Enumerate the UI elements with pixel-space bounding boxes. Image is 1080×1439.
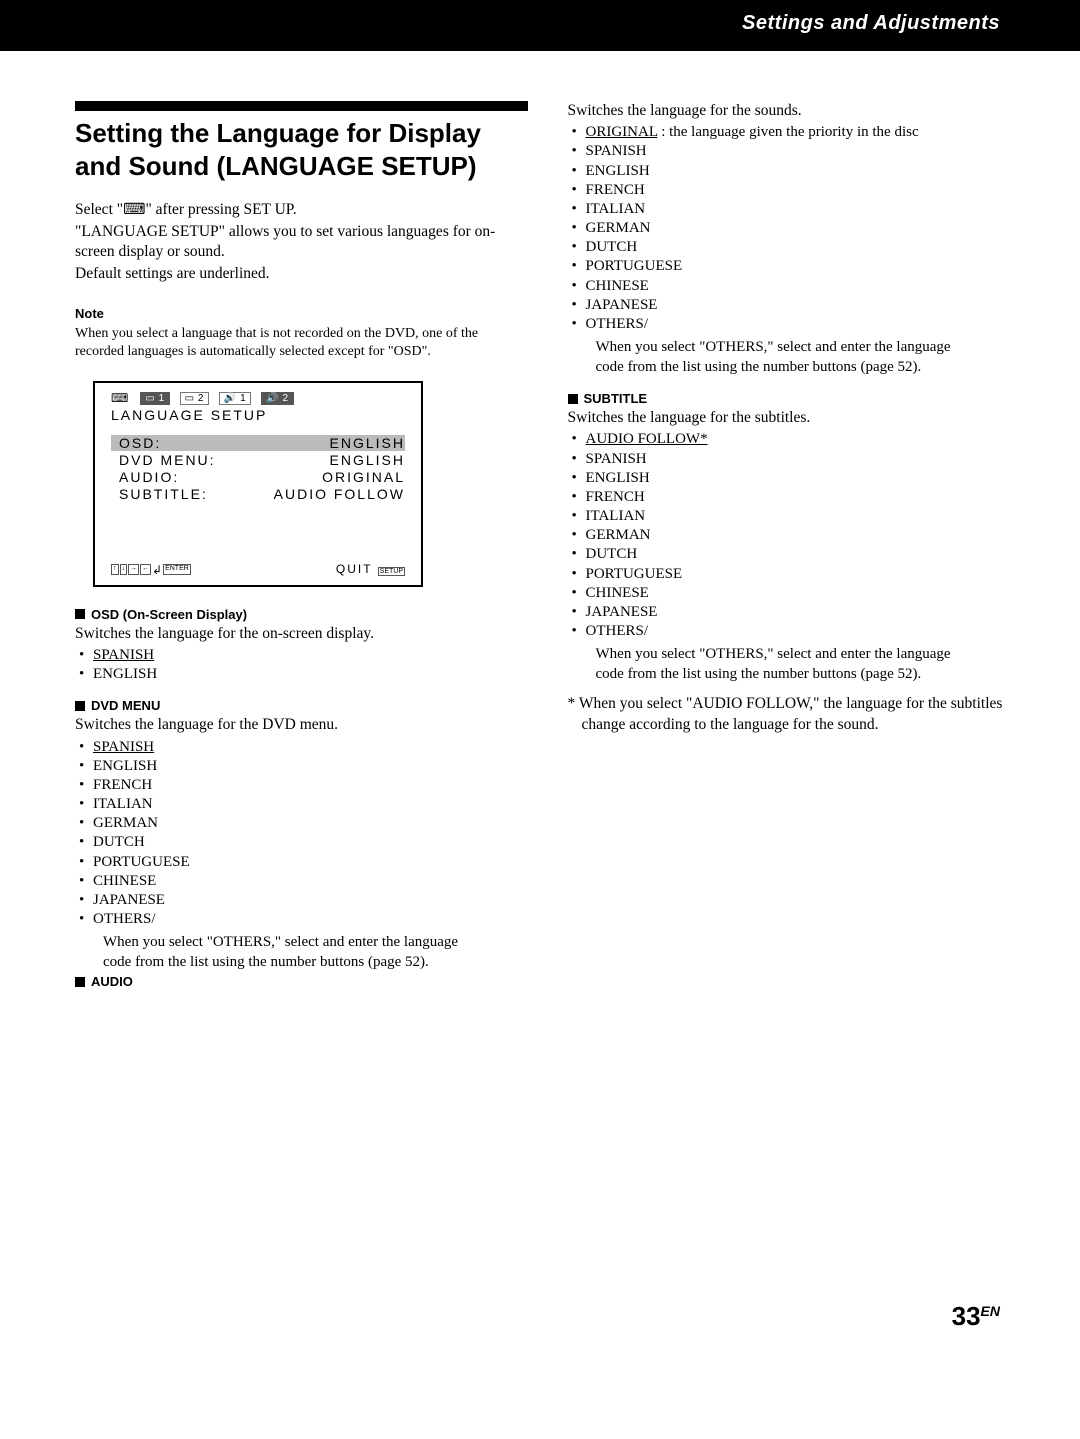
- dvd-lang-list: SPANISH ENGLISH FRENCH ITALIAN GERMAN DU…: [75, 738, 528, 930]
- list-item: SPANISH: [93, 738, 528, 757]
- others-note: When you select "OTHERS," select and ent…: [596, 645, 976, 684]
- list-item: FRENCH: [93, 776, 528, 795]
- list-item: SPANISH: [586, 450, 1021, 469]
- list-item: ENGLISH: [586, 162, 1021, 181]
- osd-row: DVD MENU:ENGLISH: [111, 452, 405, 468]
- setup-key-icon: SETUP: [378, 567, 405, 576]
- list-item: GERMAN: [93, 814, 528, 833]
- list-item: JAPANESE: [586, 296, 1021, 315]
- intro-line: Select "⌨" after pressing SET UP.: [75, 200, 528, 220]
- square-bullet-icon: [75, 977, 85, 987]
- breadcrumb: Settings and Adjustments: [742, 12, 1000, 34]
- footnote: * When you select "AUDIO FOLLOW," the la…: [568, 694, 1021, 734]
- osd-row: OSD:ENGLISH: [111, 435, 405, 451]
- others-note: When you select "OTHERS," select and ent…: [103, 933, 483, 972]
- section-desc: Switches the language for the sounds.: [568, 101, 1021, 121]
- enter-key-icon: ENTER: [163, 564, 191, 574]
- list-item: PORTUGUESE: [586, 565, 1021, 584]
- list-item: JAPANESE: [586, 603, 1021, 622]
- list-item: OTHERS/: [586, 315, 1021, 334]
- arrow-key-icon: →: [128, 564, 139, 574]
- list-item: ITALIAN: [586, 507, 1021, 526]
- list-item: CHINESE: [586, 584, 1021, 603]
- osd-tab: 🔊 2: [261, 392, 293, 405]
- intro-block: Select "⌨" after pressing SET UP. "LANGU…: [75, 200, 528, 285]
- list-item: DUTCH: [586, 238, 1021, 257]
- osd-row: SUBTITLE:AUDIO FOLLOW: [111, 486, 405, 502]
- list-item: GERMAN: [586, 219, 1021, 238]
- list-item: CHINESE: [586, 277, 1021, 296]
- section-head-dvd: DVD MENU: [75, 698, 528, 713]
- section-head-audio: AUDIO: [75, 974, 528, 989]
- section-head-osd: OSD (On-Screen Display): [75, 607, 528, 622]
- osd-tabs: ⌨ ▭ 1 ▭ 2 🔊 1 🔊 2: [111, 391, 405, 405]
- section-desc: Switches the language for the DVD menu.: [75, 715, 528, 735]
- others-note: When you select "OTHERS," select and ent…: [596, 338, 976, 377]
- subtitle-lang-list: AUDIO FOLLOW* SPANISH ENGLISH FRENCH ITA…: [568, 430, 1021, 641]
- list-item: SPANISH: [586, 142, 1021, 161]
- intro-line: "LANGUAGE SETUP" allows you to set vario…: [75, 222, 528, 262]
- list-item: FRENCH: [586, 181, 1021, 200]
- list-item: SPANISH: [93, 646, 528, 665]
- section-desc: Switches the language for the on-screen …: [75, 624, 528, 644]
- square-bullet-icon: [568, 394, 578, 404]
- intro-line: Default settings are underlined.: [75, 264, 528, 284]
- list-item: ENGLISH: [586, 469, 1021, 488]
- page-content: Setting the Language for Display and Sou…: [0, 51, 1080, 1031]
- section-desc: Switches the language for the subtitles.: [568, 408, 1021, 428]
- list-item: ITALIAN: [93, 795, 528, 814]
- list-item: FRENCH: [586, 488, 1021, 507]
- list-item: JAPANESE: [93, 891, 528, 910]
- list-item: CHINESE: [93, 872, 528, 891]
- osd-tab: 🔊 1: [219, 392, 251, 405]
- square-bullet-icon: [75, 609, 85, 619]
- list-item: OTHERS/: [586, 622, 1021, 641]
- list-item: ORIGINAL : the language given the priori…: [586, 123, 1021, 142]
- arrow-key-icon: ←: [140, 564, 151, 574]
- list-item: PORTUGUESE: [93, 853, 528, 872]
- list-item: DUTCH: [586, 545, 1021, 564]
- osd-tab: ▭ 1: [140, 392, 169, 405]
- list-item: ENGLISH: [93, 757, 528, 776]
- header-bar: Settings and Adjustments: [0, 0, 1080, 51]
- osd-panel-title: LANGUAGE SETUP: [111, 407, 405, 423]
- arrow-key-icon: ↓: [120, 564, 128, 574]
- list-item: DUTCH: [93, 833, 528, 852]
- osd-lang-list: SPANISH ENGLISH: [75, 646, 528, 684]
- title-rule: [75, 101, 528, 111]
- list-item: ITALIAN: [586, 200, 1021, 219]
- section-head-subtitle: SUBTITLE: [568, 391, 1021, 406]
- square-bullet-icon: [75, 701, 85, 711]
- keyboard-icon: ⌨: [111, 391, 130, 405]
- osd-tab: ▭ 2: [180, 392, 209, 405]
- list-item: AUDIO FOLLOW*: [586, 430, 1021, 449]
- list-item: OTHERS/: [93, 910, 528, 929]
- osd-panel: ⌨ ▭ 1 ▭ 2 🔊 1 🔊 2 LANGUAGE SETUP OSD:ENG…: [93, 381, 423, 586]
- page-title: Setting the Language for Display and Sou…: [75, 117, 528, 184]
- list-item: ENGLISH: [93, 665, 528, 684]
- page-number: 33EN: [0, 1031, 1080, 1332]
- audio-lang-list: ORIGINAL : the language given the priori…: [568, 123, 1021, 334]
- note-body: When you select a language that is not r…: [75, 325, 528, 361]
- osd-footer: ↑ ↓ → ← ↲ ENTER QUIT SETUP: [111, 562, 405, 576]
- note-label: Note: [75, 306, 528, 321]
- list-item: GERMAN: [586, 526, 1021, 545]
- list-item: PORTUGUESE: [586, 257, 1021, 276]
- arrow-key-icon: ↑: [111, 564, 119, 574]
- osd-row: AUDIO:ORIGINAL: [111, 469, 405, 485]
